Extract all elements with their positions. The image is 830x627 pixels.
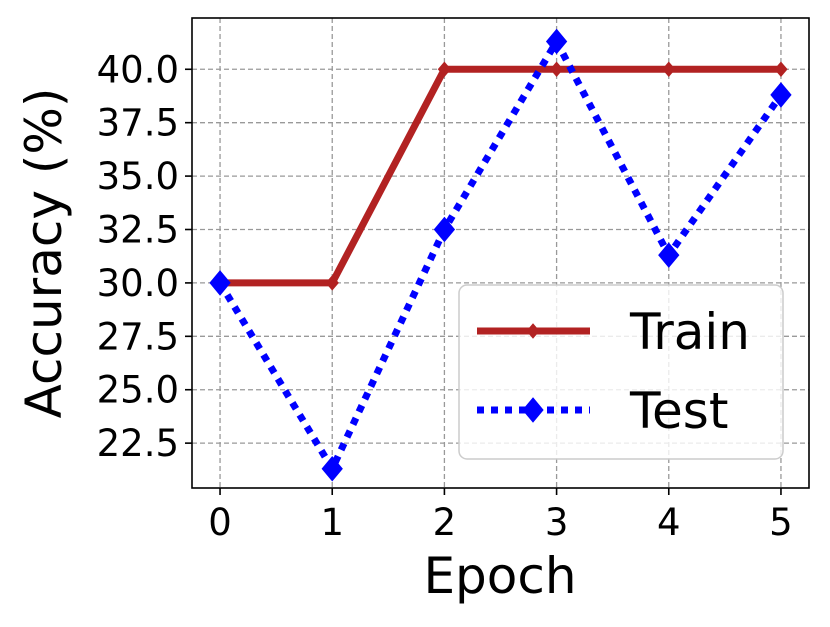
series bbox=[209, 28, 792, 482]
point-test bbox=[545, 28, 568, 55]
x-tick-label: 2 bbox=[433, 501, 457, 544]
point-train bbox=[437, 61, 452, 78]
legend-marker bbox=[526, 323, 540, 339]
x-axis-title: Epoch bbox=[423, 547, 576, 605]
point-test bbox=[658, 242, 680, 268]
plot-frame bbox=[191, 17, 810, 489]
legend-marker bbox=[522, 397, 544, 423]
legend-label: Test bbox=[629, 382, 728, 440]
y-tick-label: 35.0 bbox=[97, 155, 179, 198]
series-line-test bbox=[217, 34, 784, 477]
point-test bbox=[209, 270, 231, 296]
point-train bbox=[662, 61, 676, 78]
point-train bbox=[549, 61, 564, 78]
y-tick-label: 25.0 bbox=[97, 369, 179, 412]
legend: Train Test bbox=[458, 284, 784, 460]
x-tick-label: 1 bbox=[320, 501, 344, 544]
y-tick-label: 30.0 bbox=[97, 262, 179, 305]
series-line-train bbox=[220, 65, 781, 287]
legend-item-train: Train bbox=[477, 303, 750, 361]
y-tick-label: 40.0 bbox=[97, 48, 179, 91]
point-test bbox=[321, 455, 343, 482]
x-tick-label: 5 bbox=[769, 501, 793, 544]
axis-ticks: 0 1 2 3 4 5 22.5 25.0 27.5 30.0 32.5 35.0 37.5 40.0 bbox=[97, 48, 793, 544]
point-test bbox=[770, 82, 792, 108]
x-tick-label: 3 bbox=[545, 501, 569, 544]
x-tick-label: 0 bbox=[208, 501, 232, 544]
series-test bbox=[209, 28, 792, 482]
point-train bbox=[774, 61, 788, 78]
legend-label: Train bbox=[629, 303, 750, 361]
y-tick-label: 27.5 bbox=[97, 315, 179, 358]
y-tick-label: 32.5 bbox=[97, 209, 179, 252]
x-tick-label: 4 bbox=[657, 501, 681, 544]
legend-item-test: Test bbox=[477, 382, 728, 440]
y-tick-label: 37.5 bbox=[97, 102, 179, 145]
y-axis-title: Accuracy (%) bbox=[15, 88, 73, 419]
point-train bbox=[325, 275, 339, 291]
point-test bbox=[433, 216, 456, 243]
y-tick-label: 22.5 bbox=[97, 422, 179, 465]
